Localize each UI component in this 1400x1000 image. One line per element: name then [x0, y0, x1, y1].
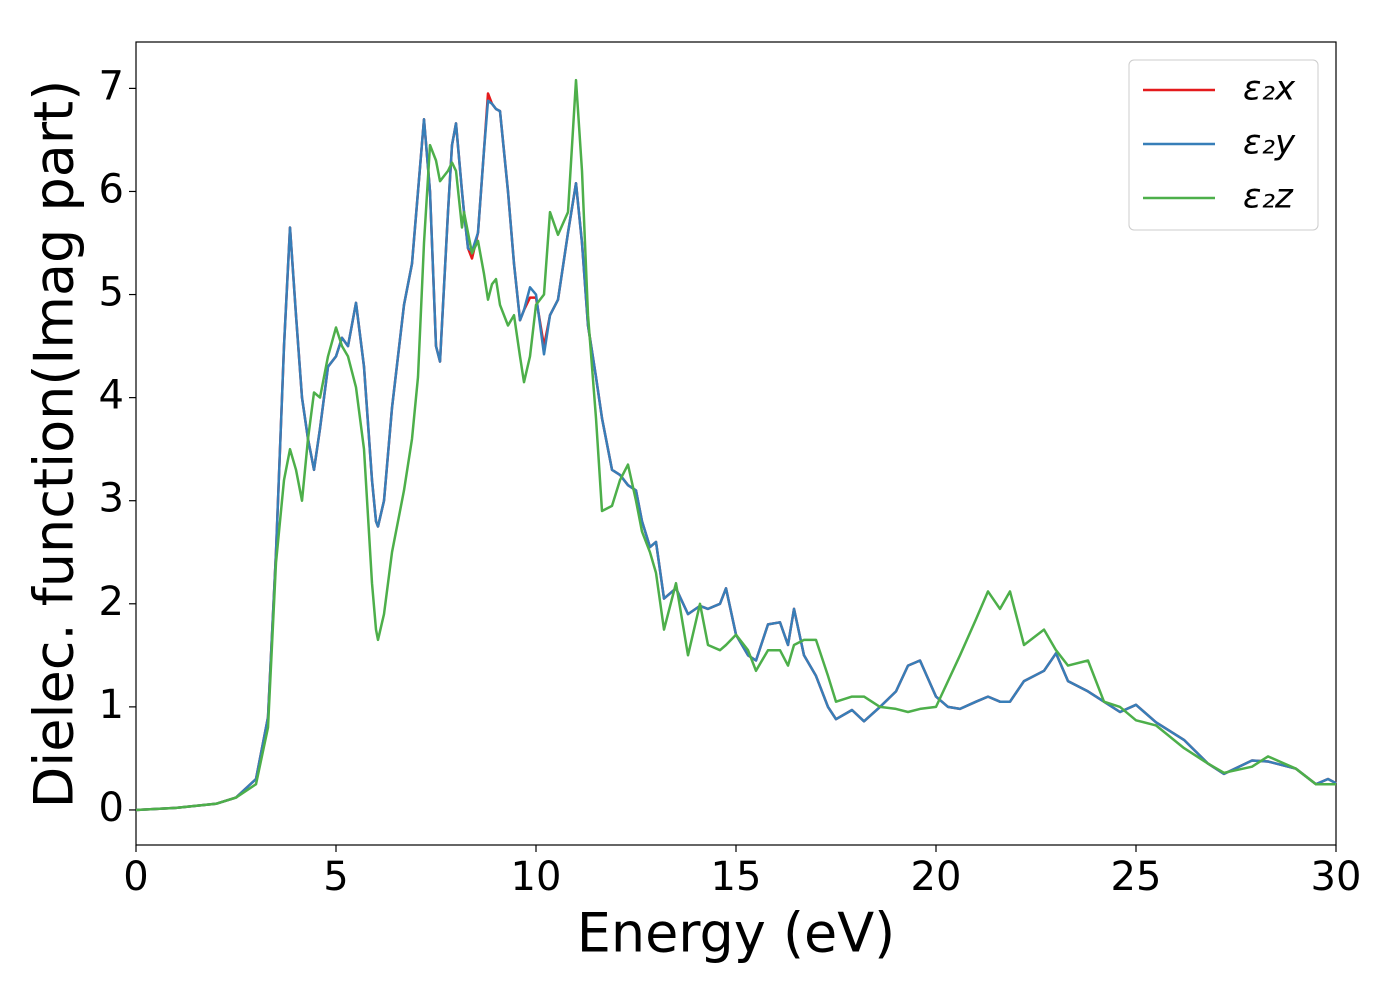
series-line [135, 78, 1336, 812]
y-axis-label: Dielec. function(Imag part) [23, 80, 86, 809]
x-tick-label: 30 [1311, 854, 1362, 900]
legend-label: ε₂z [1243, 177, 1294, 217]
y-tick-label: 0 [99, 785, 124, 831]
x-tick-label: 10 [511, 854, 562, 900]
y-tick-label: 7 [99, 63, 124, 109]
legend-label: ε₂y [1243, 123, 1296, 163]
legend-label: ε₂x [1243, 69, 1296, 109]
y-tick-label: 1 [99, 682, 124, 728]
x-tick-label: 0 [123, 854, 148, 900]
y-tick-label: 3 [99, 476, 124, 522]
legend-box [1128, 59, 1319, 231]
y-tick-label: 2 [99, 579, 124, 625]
x-axis-label: Energy (eV) [577, 902, 896, 965]
y-tick-label: 6 [99, 166, 124, 212]
x-tick-label: 25 [1111, 854, 1162, 900]
y-tick-label: 4 [99, 373, 124, 419]
x-tick-label: 15 [711, 854, 762, 900]
x-tick-label: 20 [911, 854, 962, 900]
y-tick-label: 5 [99, 270, 124, 316]
x-tick-label: 5 [323, 854, 348, 900]
